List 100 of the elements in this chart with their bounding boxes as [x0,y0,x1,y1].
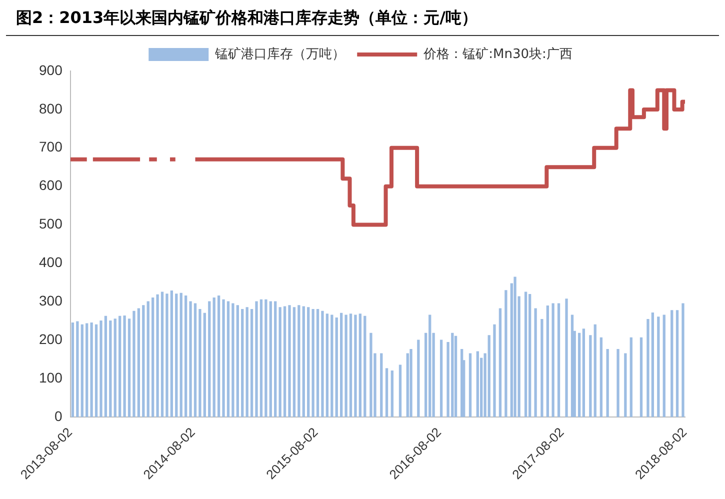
bar [514,276,516,417]
bar [546,306,549,417]
bar [488,335,490,417]
y-tick-label: 900 [39,62,63,78]
bar [114,318,116,417]
bar [335,317,338,417]
bar [370,332,372,417]
bar [349,314,352,417]
bar [100,320,102,417]
bar [606,348,609,417]
bar [250,308,254,417]
bar [321,310,324,417]
bar [364,316,366,417]
bar [440,340,443,417]
bar [146,301,150,417]
bar [385,368,388,417]
bar [498,308,502,417]
bar [269,301,272,417]
bar [670,310,674,417]
bar [132,310,136,417]
bar [170,290,174,417]
y-tick-label: 100 [39,369,63,386]
bar [340,312,343,417]
bar [330,314,334,417]
bar [326,314,329,417]
y-tick-label: 0 [54,408,63,424]
bar [241,308,244,417]
legend-label: 锰矿港口库存（万吨） [214,46,346,62]
bar [676,310,679,417]
bar [232,303,234,417]
bar [90,322,93,417]
bar [570,314,574,417]
bar [94,324,98,417]
bar [358,314,362,417]
bar [104,316,108,417]
bar [302,306,305,417]
bar [76,321,79,417]
bar [137,308,140,417]
bar [156,294,159,417]
bar [151,297,154,417]
bar [118,316,122,417]
bar [246,307,248,417]
bar [260,299,263,417]
bar [651,312,654,417]
bar [354,314,357,417]
bar [194,303,197,417]
y-tick-label: 800 [39,100,63,116]
bar [528,294,532,417]
bar [410,348,412,417]
bar [390,370,394,417]
bar [142,305,145,417]
bar [600,337,603,417]
bar [189,301,192,417]
bar [80,324,84,417]
bar [640,337,643,417]
bar [406,353,409,417]
bar [86,323,88,417]
bar [589,335,592,417]
bar [274,301,277,417]
bar [184,296,188,417]
bar [128,318,131,417]
y-tick-label: 500 [39,216,63,232]
bar [283,306,286,417]
bar [540,318,544,417]
legend-label: 价格：锰矿:Mn30块:广西 [422,46,572,62]
bar [278,307,282,417]
bar [236,305,239,417]
bar [255,301,258,417]
bar [398,364,402,417]
bar [417,340,420,417]
bar [160,292,164,417]
bar [316,308,320,417]
bar [203,312,206,417]
bar [71,322,74,417]
y-tick-label: 300 [39,292,63,308]
bar [428,314,432,417]
bar [594,324,596,417]
bar [380,353,383,417]
bar [264,299,268,417]
bar [288,305,291,417]
bar [504,290,508,417]
bar [468,353,472,417]
bar [123,316,126,417]
chart-title: 图2：2013年以来国内锰矿价格和港口库存走势（单位：元/吨） [6,0,719,36]
bar [212,297,216,417]
y-tick-label: 200 [39,330,63,347]
bar [208,301,211,417]
bar [565,298,568,417]
bar [524,292,528,417]
bar [578,332,581,417]
bar [646,318,650,417]
bar [476,351,479,417]
bar [312,308,314,417]
bar [217,296,220,417]
bar [552,303,554,417]
bar [454,336,458,417]
y-tick-label: 700 [39,138,63,155]
bar [582,328,586,417]
bar [307,307,310,417]
y-tick-label: 600 [39,177,63,194]
